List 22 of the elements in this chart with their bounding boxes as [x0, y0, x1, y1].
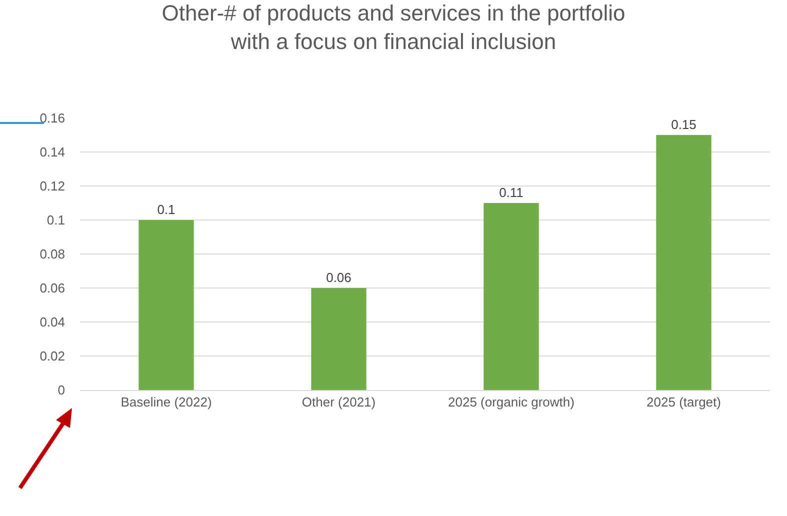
y-tick-label: 0.08	[40, 246, 65, 262]
chart-title: Other-# of products and services in the portfolio with a focus on financial inclusion	[162, 0, 626, 54]
bar	[484, 203, 539, 390]
y-tick-label: 0.16	[40, 110, 65, 126]
y-tick-label: 0.02	[40, 348, 65, 364]
data-label: 0.11	[499, 185, 524, 200]
x-tick-label: Baseline (2022)	[120, 394, 212, 410]
bar	[138, 220, 194, 390]
y-tick-label: 0.04	[40, 314, 65, 330]
data-label: 0.1	[157, 202, 176, 217]
data-label: 0.06	[326, 270, 352, 285]
y-tick-label: 0	[58, 382, 65, 398]
x-tick-label: 2025 (target)	[646, 394, 721, 410]
y-tick-label: 0.12	[40, 178, 65, 194]
x-tick-label: 2025 (organic growth)	[448, 394, 574, 410]
bar	[311, 288, 366, 390]
y-tick-label: 0.14	[40, 144, 65, 160]
bar	[656, 135, 712, 390]
y-tick-label: 0.06	[40, 280, 65, 296]
data-label: 0.15	[671, 117, 696, 132]
y-tick-label: 0.1	[46, 212, 65, 228]
x-tick-label: Other (2021)	[302, 394, 376, 410]
